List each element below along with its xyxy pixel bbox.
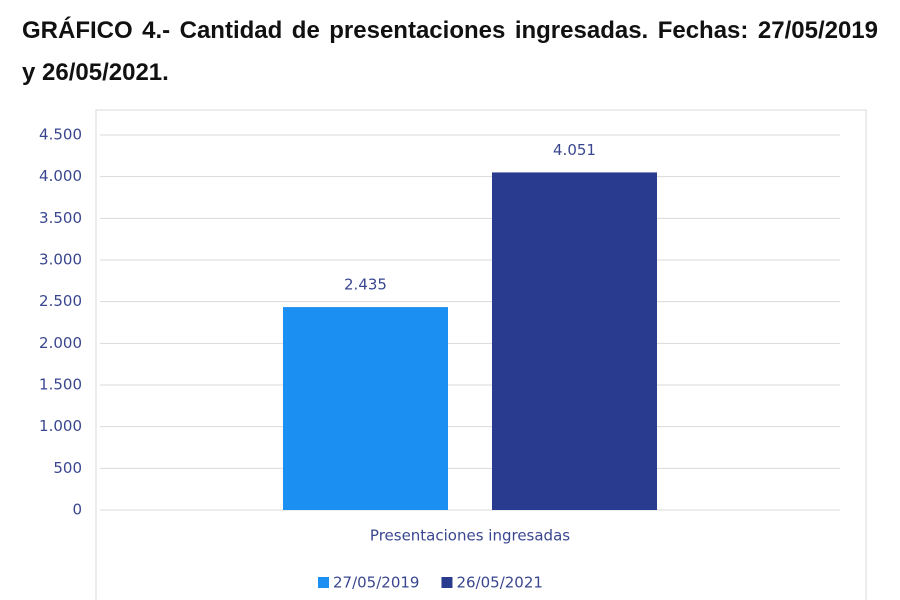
y-tick-label: 500 xyxy=(53,459,82,477)
y-tick-label: 4.000 xyxy=(39,167,82,185)
legend-swatch xyxy=(441,577,453,588)
value-label: 4.051 xyxy=(553,141,596,159)
x-tick-label: Presentaciones ingresadas xyxy=(370,527,570,545)
value-label: 2.435 xyxy=(344,276,387,294)
y-tick-label: 1.500 xyxy=(39,376,82,394)
y-tick-label: 0 xyxy=(72,501,82,519)
legend-swatch xyxy=(318,577,329,588)
y-tick-label: 1.000 xyxy=(39,417,82,435)
chart-title: GRÁFICO 4.- Cantidad de presentaciones i… xyxy=(22,17,878,86)
legend-label: 26/05/2021 xyxy=(456,574,542,592)
chart-frame xyxy=(95,109,867,600)
bar xyxy=(283,307,448,510)
y-tick-label: 2.000 xyxy=(39,334,82,352)
legend-label: 27/05/2019 xyxy=(333,574,419,592)
y-tick-label: 2.500 xyxy=(39,292,82,310)
y-tick-label: 3.500 xyxy=(39,209,82,227)
y-tick-label: 3.000 xyxy=(39,251,82,269)
bar xyxy=(492,172,657,510)
y-tick-label: 4.500 xyxy=(39,126,82,144)
